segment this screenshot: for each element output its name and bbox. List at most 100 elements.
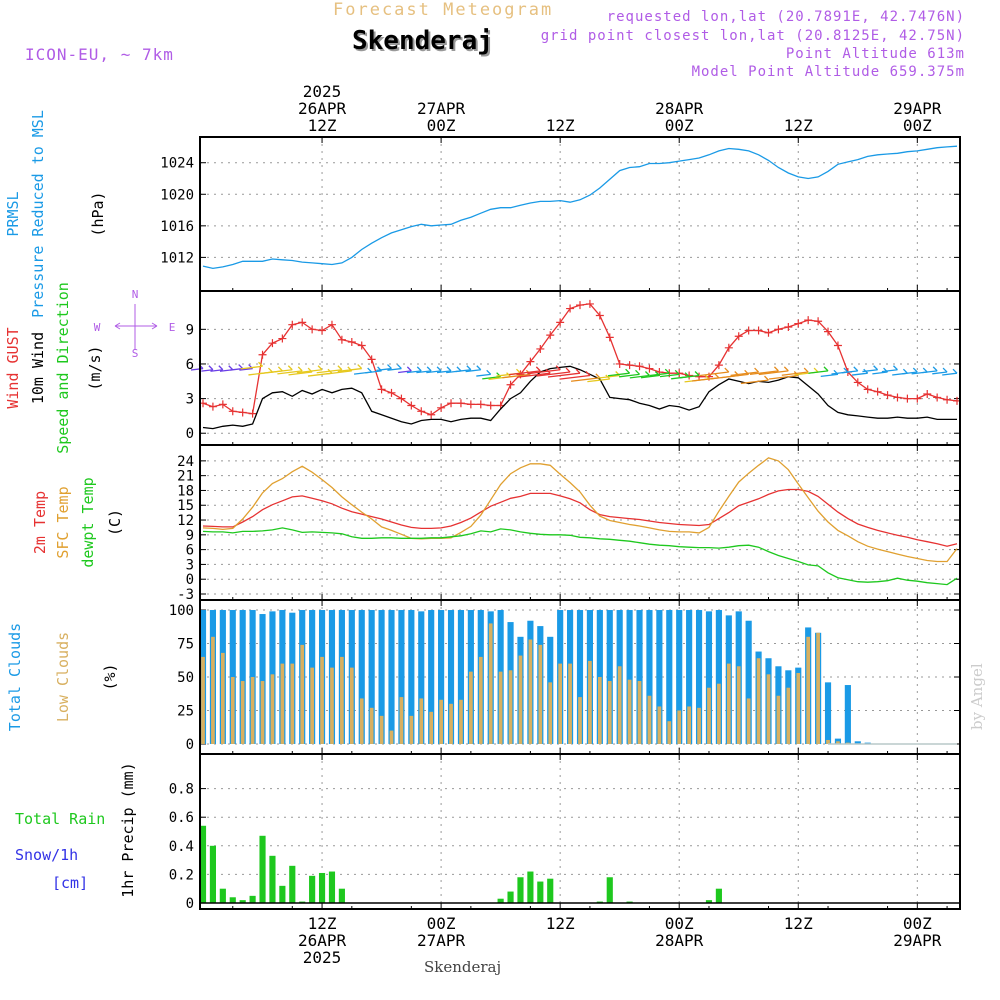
low-cloud-bar	[597, 677, 602, 744]
wind-line	[202, 365, 957, 430]
low-cloud-bar	[687, 706, 691, 744]
wind-barb	[607, 368, 631, 377]
low-cloud-bar	[826, 739, 830, 744]
y-axis-label: 2m Temp	[31, 491, 49, 554]
y-tick-label: -3	[177, 587, 194, 603]
y-tick-label: 18	[177, 483, 194, 499]
gust-marker	[595, 311, 604, 320]
y-tick-label: 75	[177, 637, 194, 653]
gust-marker	[357, 341, 366, 350]
total-cloud-bar	[358, 610, 365, 744]
low-cloud-bar	[667, 721, 672, 744]
total-cloud-bar	[408, 610, 415, 744]
low-cloud-bar	[260, 681, 265, 744]
total-cloud-bar	[259, 614, 266, 744]
credit-label: by Angel	[968, 663, 986, 730]
low-cloud-bar	[459, 699, 463, 744]
low-cloud-bar	[330, 667, 334, 744]
rain-bar	[328, 871, 336, 903]
y-axis-label: Pressure Reduced to MSL	[29, 110, 47, 318]
gust-marker	[278, 334, 287, 343]
low-cloud-bar	[359, 698, 364, 744]
gust-marker	[288, 320, 297, 329]
gust-marker	[814, 317, 823, 326]
bottom-time-label: 29APR	[893, 931, 942, 950]
gust-marker	[347, 338, 356, 347]
low-cloud-bar	[806, 636, 811, 744]
low-cloud-bar	[220, 652, 225, 744]
gust-marker	[764, 328, 773, 337]
compass-direction-label: N	[132, 288, 139, 301]
gust-marker	[447, 399, 456, 408]
rain-bar	[269, 855, 276, 903]
wind-barb	[296, 365, 323, 374]
rain-bar	[279, 885, 286, 903]
y-axis-label: Low Clouds	[54, 632, 72, 722]
top-time-label: 2025	[303, 82, 342, 101]
low-cloud-bar	[320, 656, 324, 744]
low-cloud-bar	[369, 707, 374, 744]
low-cloud-bar	[836, 741, 840, 744]
gust-marker	[218, 400, 227, 409]
total-cloud-bar	[447, 610, 455, 744]
total-cloud-bar	[428, 610, 435, 744]
wind-barb	[269, 365, 293, 374]
pressure-panel: 1012 1016 1020 1024 PRMSL Pressure Reduced to…	[4, 110, 961, 318]
low-cloud-bar	[736, 666, 741, 744]
wind-barb	[862, 365, 879, 373]
y-axis-label: 1hr Precip (mm)	[119, 762, 137, 897]
gust-marker	[794, 319, 803, 328]
temperature-frame	[199, 444, 961, 601]
wind-barb	[210, 365, 224, 372]
total-cloud-bar	[368, 610, 375, 744]
rain-bar	[715, 888, 722, 903]
gust-marker	[258, 350, 267, 359]
wind-barb	[201, 365, 214, 372]
total-cloud-bar	[646, 610, 653, 744]
low-cloud-bar	[717, 683, 721, 744]
low-cloud-bar	[508, 670, 513, 744]
y-axis-label: Wind GUST	[4, 327, 22, 408]
forecast-label: Forecast Meteogram	[333, 0, 554, 20]
low-cloud-bar	[607, 681, 612, 744]
wind-barb	[922, 366, 938, 374]
gust-marker	[784, 323, 793, 332]
wind-barb	[942, 368, 958, 376]
low-cloud-bar	[677, 710, 682, 744]
y-tick-label: 3	[186, 392, 194, 408]
y-axis-label: (C)	[106, 509, 124, 536]
gust-marker	[228, 407, 237, 416]
total-cloud-bar	[676, 610, 683, 744]
panels-layer: 1012 1016 1020 1024 PRMSL Pressure Reduced to…	[4, 110, 961, 912]
total-cloud-bar	[388, 610, 395, 744]
y-tick-label: 25	[177, 703, 194, 719]
wind-barb	[240, 361, 263, 370]
y-axis-label: (hPa)	[89, 191, 107, 236]
low-cloud-bar	[627, 679, 632, 744]
gust-marker	[635, 362, 644, 371]
gust-marker	[754, 326, 763, 335]
point-altitude: Point Altitude 613m	[785, 46, 965, 62]
y-tick-label: 21	[177, 469, 194, 485]
bottom-time-label: 28APR	[655, 931, 704, 950]
wind-barb	[527, 365, 561, 375]
wind-barb	[426, 366, 442, 374]
gust-marker	[417, 407, 426, 416]
low-cloud-bar	[419, 698, 424, 744]
low-cloud-bar	[588, 660, 592, 744]
bottom-time-label: 00Z	[665, 914, 694, 933]
gust-marker	[863, 385, 872, 394]
total-cloud-bar	[457, 610, 465, 744]
bottom-time-label: 00Z	[427, 914, 456, 933]
wind-barb	[398, 366, 412, 374]
low-cloud-bar	[429, 711, 434, 744]
low-cloud-bar	[290, 663, 295, 744]
wind-barb	[781, 367, 809, 376]
y-tick-label: 100	[169, 603, 194, 619]
low-cloud-bar	[766, 674, 771, 744]
y-tick-label: 0.4	[169, 839, 194, 855]
rain-bar	[229, 897, 236, 903]
dewpt-line	[202, 527, 958, 586]
